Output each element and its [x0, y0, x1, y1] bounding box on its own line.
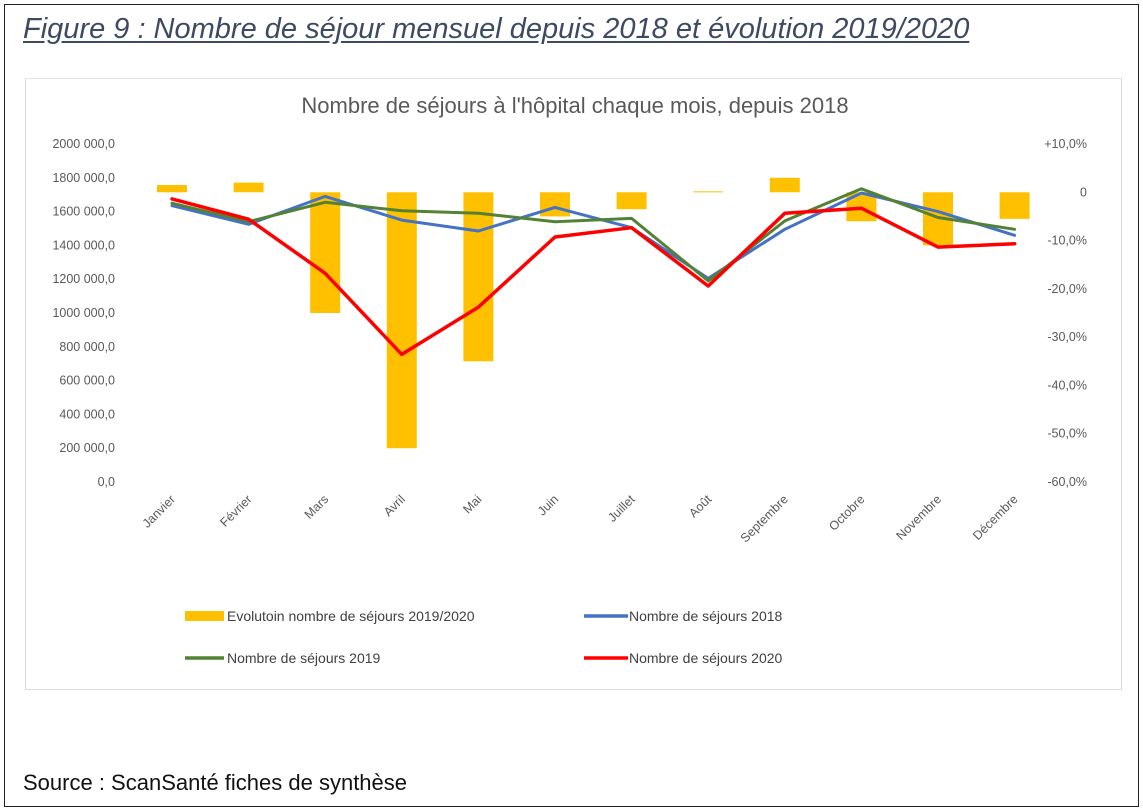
left-axis: 0,0 200 000,0 400 000,0 600 000,0 800 000,0 1…	[52, 137, 115, 489]
bar-evolution	[463, 192, 494, 362]
bar-evolution	[310, 192, 341, 313]
left-axis-tick-label: 2000 000,0	[52, 137, 115, 151]
x-axis-tick-label: Décembre	[970, 492, 1021, 543]
legend-label-bars: Evolutoin nombre de séjours 2019/2020	[227, 608, 475, 624]
left-axis-tick-label: 1600 000,0	[52, 205, 115, 219]
bar-evolution	[540, 192, 570, 217]
x-axis-tick-label: Novembre	[893, 492, 944, 543]
bars-layer	[157, 177, 1030, 449]
figure-frame: Figure 9 : Nombre de séjour mensuel depu…	[4, 4, 1139, 807]
left-axis-tick-label: 600 000,0	[59, 374, 115, 388]
left-axis-tick-label: 1200 000,0	[52, 272, 115, 286]
right-axis-tick-label: -50,0%	[1047, 427, 1087, 441]
bar-evolution	[157, 185, 187, 193]
left-axis-tick-label: 1800 000,0	[52, 171, 115, 185]
legend-label-2019: Nombre de séjours 2019	[227, 650, 381, 666]
right-axis: +10,0% 0 -10,0% -20,0% -30,0% -40,0% -50,0% -60…	[1044, 137, 1087, 489]
bar-evolution	[769, 177, 800, 193]
legend-swatch-bars	[185, 611, 224, 621]
series-line-2020	[170, 197, 1017, 357]
left-axis-tick-label: 400 000,0	[59, 407, 115, 421]
chart-title: Nombre de séjours à l'hôpital chaque moi…	[301, 93, 848, 118]
left-axis-tick-label: 800 000,0	[59, 340, 115, 354]
series-line-2018	[170, 191, 1017, 280]
x-axis-tick-label: Octobre	[826, 492, 867, 533]
x-axis-tick-label: Juin	[535, 492, 561, 518]
legend-label-2018: Nombre de séjours 2018	[629, 608, 783, 624]
bar-evolution	[999, 192, 1030, 219]
x-axis-tick-label: Février	[217, 492, 254, 529]
lines-layer	[170, 187, 1017, 357]
x-axis-tick-label: Janvier	[140, 492, 178, 530]
chart-area	[25, 78, 1122, 690]
x-axis-tick-label: Mai	[460, 492, 484, 516]
bar-evolution	[616, 192, 647, 210]
legend-label-2020: Nombre de séjours 2020	[629, 650, 783, 666]
right-axis-tick-label: -40,0%	[1047, 378, 1087, 392]
left-axis-tick-label: 200 000,0	[59, 441, 115, 455]
x-axis: Janvier Février Mars Avril Mai Juin Juillet Aoû…	[140, 492, 1021, 546]
left-axis-tick-label: 1000 000,0	[52, 306, 115, 320]
x-axis-tick-label: Septembre	[738, 492, 791, 545]
right-axis-tick-label: -10,0%	[1047, 234, 1087, 248]
left-axis-tick-label: 0,0	[98, 475, 115, 489]
figure-title: Figure 9 : Nombre de séjour mensuel depu…	[23, 13, 970, 45]
x-axis-tick-label: Mars	[302, 492, 332, 522]
right-axis-tick-label: +10,0%	[1044, 137, 1087, 151]
x-axis-tick-label: Août	[686, 492, 714, 520]
bar-evolution	[386, 192, 417, 449]
right-axis-tick-label: -30,0%	[1047, 330, 1087, 344]
right-axis-tick-label: -20,0%	[1047, 282, 1087, 296]
x-axis-tick-label: Avril	[381, 492, 408, 519]
bar-evolution	[233, 182, 264, 193]
x-axis-tick-label: Juillet	[605, 492, 638, 525]
left-axis-tick-label: 1400 000,0	[52, 238, 115, 252]
series-line-2019	[170, 187, 1017, 283]
right-axis-tick-label: 0	[1080, 185, 1087, 199]
bar-evolution	[693, 191, 724, 193]
legend: Evolutoin nombre de séjours 2019/2020 No…	[185, 608, 783, 666]
right-axis-tick-label: -60,0%	[1047, 475, 1087, 489]
source-note: Source : ScanSanté fiches de synthèse	[23, 770, 408, 795]
